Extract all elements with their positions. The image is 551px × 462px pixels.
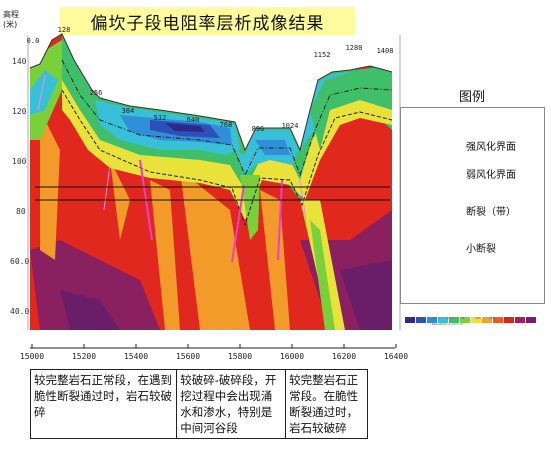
color-scale-swatch [460,317,470,323]
color-scale-swatch [405,317,415,323]
station-label: 896 [251,125,265,133]
color-scale-label: 4000 [517,316,525,320]
x-tick: 15800 [227,352,253,361]
color-scale-swatch [493,317,503,323]
x-tick: 15200 [71,352,97,361]
station-label: 1408 [376,47,394,55]
x-tick: 15600 [175,352,201,361]
color-scale-label: 47.1 [433,316,440,320]
x-tick: 16000 [279,352,305,361]
color-scale-swatch [526,317,536,323]
color-scale-bar [405,308,537,327]
color-scale-swatch [515,317,525,323]
y-tick: 100 [12,157,27,166]
color-scale-swatch [482,317,492,323]
color-scale-label: 67.7 [447,316,454,320]
y-tick: 120 [12,107,27,116]
color-scale-label: 159 [475,316,481,320]
color-scale-swatch [416,317,426,323]
x-tick: 15400 [123,352,149,361]
fault-line [231,184,245,263]
legend-item-label: 强风化界面 [466,142,516,153]
legend-item-label: 小断裂 [466,244,496,255]
y-axis-label-line1: 高程 [3,10,19,19]
y-axis-label: 高程 (米) [3,10,19,30]
page-title: 偏坎子段电阻率层析成像结果 [90,13,325,34]
y-tick: 60.0 [10,257,30,266]
color-scale-label: 402 [503,316,509,320]
title-banner: 偏坎子段电阻率层析成像结果 [60,7,355,35]
small-fault-line [37,74,46,111]
legend-item-label: 断裂（带） [466,207,516,218]
color-scale-swatch [449,317,459,323]
y-tick: 80 [16,207,26,216]
x-tick: 16400 [383,352,409,361]
fault-line [277,179,283,261]
legend-item-label: 弱风化界面 [466,170,516,181]
y-axis-label-line2: (米) [3,20,18,29]
color-scale-labels: 12.1 24.3 47.1 67.7 91 159 303 402 4000 [405,316,531,320]
station-label: 512 [153,114,167,122]
station-label: 128 [57,26,71,34]
color-scale-caption: Resistivity in ohm-m [432,322,463,326]
station-label: 1024 [281,122,299,130]
legend-title: 图例 [459,90,486,105]
station-label: 384 [121,107,135,115]
station-label: 256 [89,89,103,97]
x-tick: 16200 [331,352,357,361]
color-scale-label: 12.1 [405,316,412,320]
notes-table: 较完整岩石正常段，在遇到脆性断裂通过时，岩石较破碎 较破碎-破碎段，开挖过程中会… [29,369,368,439]
color-scale-swatch [438,317,448,323]
note-cell-right: 较完整岩石正常段。在脆性断裂通过时，岩石较破碎 [285,369,368,439]
color-scale-swatch [427,317,437,323]
strong-weathering-interface [61,59,393,177]
legend-panel [400,107,545,304]
color-scale-swatch [504,317,514,323]
y-tick: 140 [12,57,27,66]
station-label: 768 [219,121,233,129]
color-scale-label: 91 [461,316,465,320]
y-tick: 40.0 [10,307,30,316]
color-scale-label: 303 [489,316,495,320]
weak-weathering-interface [61,89,393,227]
note-cell-middle: 较破碎-破碎段，开挖过程中会出现涌水和渗水，特别是中间河谷段 [176,369,287,439]
station-label: 640 [186,116,200,124]
color-scale-swatch [471,317,481,323]
color-scale-label: 24.3 [419,316,426,320]
x-tick: 15000 [19,352,45,361]
station-label: 1152 [313,51,331,59]
station-label: 0.0 [26,37,40,45]
note-cell-left: 较完整岩石正常段，在遇到脆性断裂通过时，岩石较破碎 [29,369,178,439]
station-label: 1280 [345,44,363,52]
